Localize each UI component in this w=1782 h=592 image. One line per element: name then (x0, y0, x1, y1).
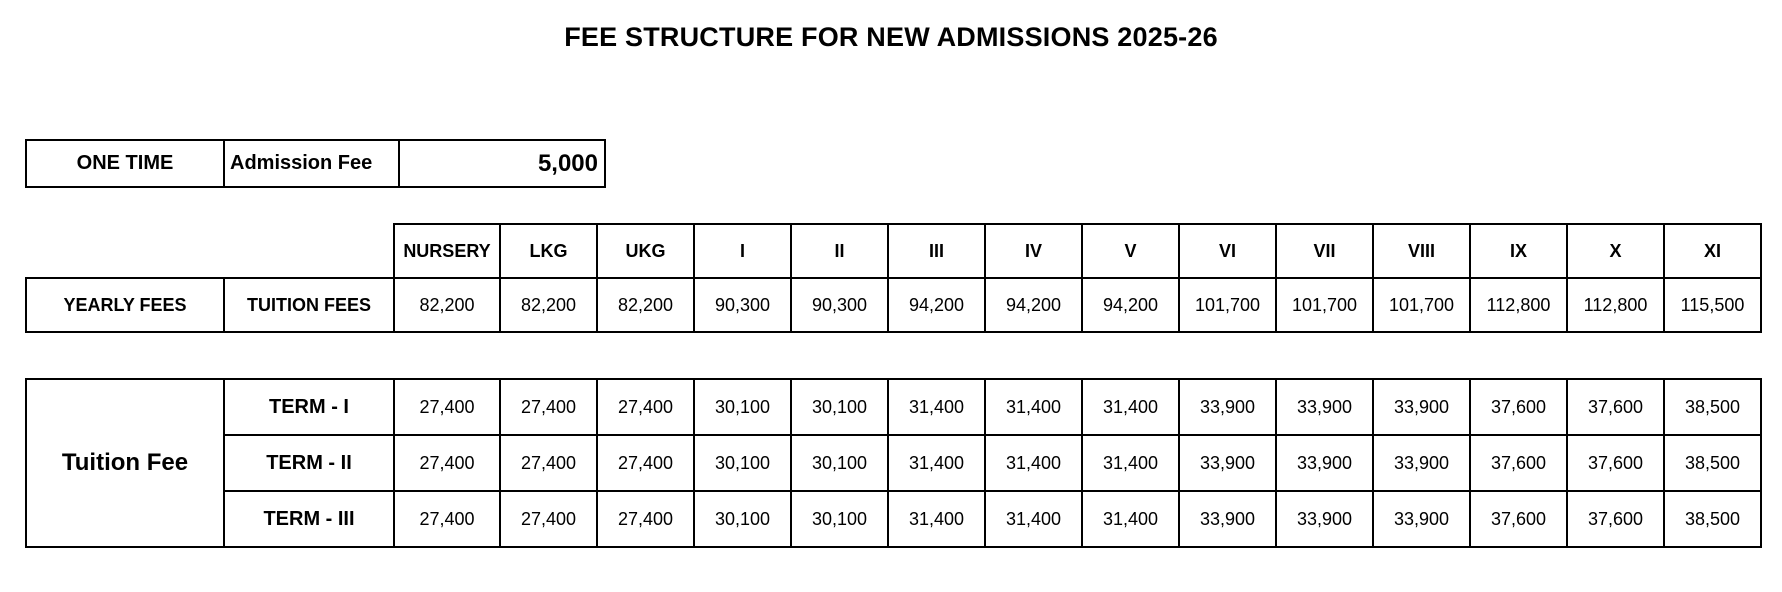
class-header: NURSERY (393, 223, 501, 279)
term-fee-value: 30,100 (693, 378, 792, 436)
yearly-fee-value: 82,200 (499, 277, 598, 333)
class-header: IX (1469, 223, 1568, 279)
class-header: VII (1275, 223, 1374, 279)
admission-fee-amount: 5,000 (398, 139, 606, 188)
term-row: Tuition Fee TERM - I 27,400 27,400 27,40… (25, 378, 1762, 548)
term-fee-value: 27,400 (596, 434, 695, 492)
term-fee-value: 38,500 (1663, 434, 1762, 492)
term-fee-value: 27,400 (499, 378, 598, 436)
term-fee-value: 31,400 (887, 490, 986, 548)
term-fee-value: 27,400 (499, 434, 598, 492)
term-fee-value: 38,500 (1663, 490, 1762, 548)
one-time-fee-table: ONE TIME Admission Fee 5,000 (25, 139, 606, 188)
term-fee-value: 37,600 (1566, 434, 1665, 492)
one-time-row: ONE TIME Admission Fee 5,000 (25, 139, 606, 188)
term-row: TERM - III 27,400 27,400 27,400 30,100 3… (26, 490, 1762, 548)
term-fee-value: 33,900 (1372, 378, 1471, 436)
term-fee-value: 30,100 (693, 490, 792, 548)
term-fee-value: 31,400 (887, 378, 986, 436)
yearly-fees-row: YEARLY FEES TUITION FEES 82,200 82,200 8… (25, 277, 1762, 333)
class-header-row: NURSERY LKG UKG I II III IV V VI VII VII… (26, 223, 1762, 279)
class-header: III (887, 223, 986, 279)
yearly-fee-value: 94,200 (887, 277, 986, 333)
yearly-fee-value: 82,200 (393, 277, 501, 333)
term-fee-value: 37,600 (1566, 490, 1665, 548)
one-time-label: ONE TIME (25, 139, 225, 188)
term-fee-value: 37,600 (1566, 378, 1665, 436)
yearly-fee-value: 101,700 (1178, 277, 1277, 333)
yearly-fee-value: 101,700 (1275, 277, 1374, 333)
term-fee-value: 33,900 (1178, 490, 1277, 548)
yearly-fee-value: 90,300 (790, 277, 889, 333)
term-fee-value: 27,400 (393, 434, 501, 492)
term-fee-value: 31,400 (887, 434, 986, 492)
term-fee-value: 27,400 (393, 378, 501, 436)
class-header: II (790, 223, 889, 279)
term-fee-value: 33,900 (1372, 490, 1471, 548)
term-fee-value: 37,600 (1469, 490, 1568, 548)
term-fee-value: 33,900 (1178, 434, 1277, 492)
page-title: FEE STRUCTURE FOR NEW ADMISSIONS 2025-26 (564, 22, 1218, 52)
yearly-fees-table: NURSERY LKG UKG I II III IV V VI VII VII… (25, 223, 1762, 333)
term-fee-value: 27,400 (499, 490, 598, 548)
class-header: IV (984, 223, 1083, 279)
class-header: VI (1178, 223, 1277, 279)
tuition-fees-label: TUITION FEES (223, 277, 395, 333)
blank-cell (224, 224, 394, 278)
term-fee-value: 38,500 (1663, 378, 1762, 436)
class-header: VIII (1372, 223, 1471, 279)
class-header: XI (1663, 223, 1762, 279)
term-label: TERM - II (223, 434, 395, 492)
term-fee-value: 30,100 (790, 434, 889, 492)
term-label: TERM - I (223, 378, 395, 436)
term-fee-value: 27,400 (596, 378, 695, 436)
term-row: TERM - II 27,400 27,400 27,400 30,100 30… (26, 434, 1762, 492)
term-fee-value: 27,400 (393, 490, 501, 548)
tuition-fee-label: Tuition Fee (25, 378, 225, 548)
term-fee-value: 30,100 (790, 490, 889, 548)
yearly-fee-value: 90,300 (693, 277, 792, 333)
term-fee-value: 37,600 (1469, 378, 1568, 436)
term-fee-value: 31,400 (1081, 434, 1180, 492)
term-fee-value: 33,900 (1275, 378, 1374, 436)
yearly-fee-value: 94,200 (984, 277, 1083, 333)
term-fee-value: 33,900 (1275, 434, 1374, 492)
yearly-fee-value: 94,200 (1081, 277, 1180, 333)
term-fee-value: 31,400 (984, 378, 1083, 436)
class-header: V (1081, 223, 1180, 279)
term-fee-value: 27,400 (596, 490, 695, 548)
term-fees-table: Tuition Fee TERM - I 27,400 27,400 27,40… (25, 378, 1762, 548)
yearly-fee-value: 112,800 (1469, 277, 1568, 333)
yearly-fee-value: 82,200 (596, 277, 695, 333)
term-fee-value: 30,100 (790, 378, 889, 436)
admission-fee-label: Admission Fee (223, 139, 400, 188)
term-fee-value: 33,900 (1178, 378, 1277, 436)
term-fee-value: 33,900 (1372, 434, 1471, 492)
class-header: I (693, 223, 792, 279)
term-fee-value: 31,400 (1081, 490, 1180, 548)
class-header: LKG (499, 223, 598, 279)
term-fee-value: 30,100 (693, 434, 792, 492)
term-fee-value: 37,600 (1469, 434, 1568, 492)
class-header: X (1566, 223, 1665, 279)
yearly-fee-value: 115,500 (1663, 277, 1762, 333)
term-fee-value: 31,400 (1081, 378, 1180, 436)
term-fee-value: 31,400 (984, 434, 1083, 492)
term-label: TERM - III (223, 490, 395, 548)
class-header: UKG (596, 223, 695, 279)
term-fee-value: 33,900 (1275, 490, 1374, 548)
yearly-fee-value: 112,800 (1566, 277, 1665, 333)
yearly-fees-label: YEARLY FEES (25, 277, 225, 333)
term-fee-value: 31,400 (984, 490, 1083, 548)
blank-cell (26, 224, 224, 278)
yearly-fee-value: 101,700 (1372, 277, 1471, 333)
